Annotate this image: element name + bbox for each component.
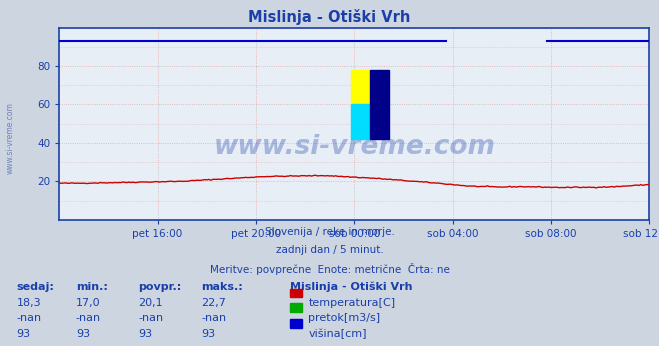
Text: sedaj:: sedaj:: [16, 282, 54, 292]
Text: 93: 93: [138, 329, 152, 339]
Text: -nan: -nan: [201, 313, 226, 323]
Text: 20,1: 20,1: [138, 298, 163, 308]
Text: www.si-vreme.com: www.si-vreme.com: [5, 102, 14, 174]
Text: 22,7: 22,7: [201, 298, 226, 308]
Text: Mislinja - Otiški Vrh: Mislinja - Otiški Vrh: [290, 282, 413, 292]
Text: -nan: -nan: [76, 313, 101, 323]
Text: povpr.:: povpr.:: [138, 282, 182, 292]
Text: 93: 93: [16, 329, 30, 339]
Text: temperatura[C]: temperatura[C]: [308, 298, 395, 308]
Text: 93: 93: [76, 329, 90, 339]
Text: Mislinja - Otiški Vrh: Mislinja - Otiški Vrh: [248, 9, 411, 25]
Bar: [370, 70, 389, 139]
Text: 18,3: 18,3: [16, 298, 41, 308]
Text: maks.:: maks.:: [201, 282, 243, 292]
Text: 17,0: 17,0: [76, 298, 100, 308]
Text: min.:: min.:: [76, 282, 107, 292]
Text: www.si-vreme.com: www.si-vreme.com: [214, 134, 495, 160]
Text: -nan: -nan: [16, 313, 42, 323]
Text: zadnji dan / 5 minut.: zadnji dan / 5 minut.: [275, 245, 384, 255]
Text: Slovenija / reke in morje.: Slovenija / reke in morje.: [264, 227, 395, 237]
Text: 93: 93: [201, 329, 215, 339]
Text: pretok[m3/s]: pretok[m3/s]: [308, 313, 380, 323]
Text: Meritve: povprečne  Enote: metrične  Črta: ne: Meritve: povprečne Enote: metrične Črta:…: [210, 263, 449, 275]
Bar: [351, 104, 370, 139]
Text: višina[cm]: višina[cm]: [308, 329, 367, 339]
Bar: [351, 70, 370, 104]
Text: -nan: -nan: [138, 313, 163, 323]
